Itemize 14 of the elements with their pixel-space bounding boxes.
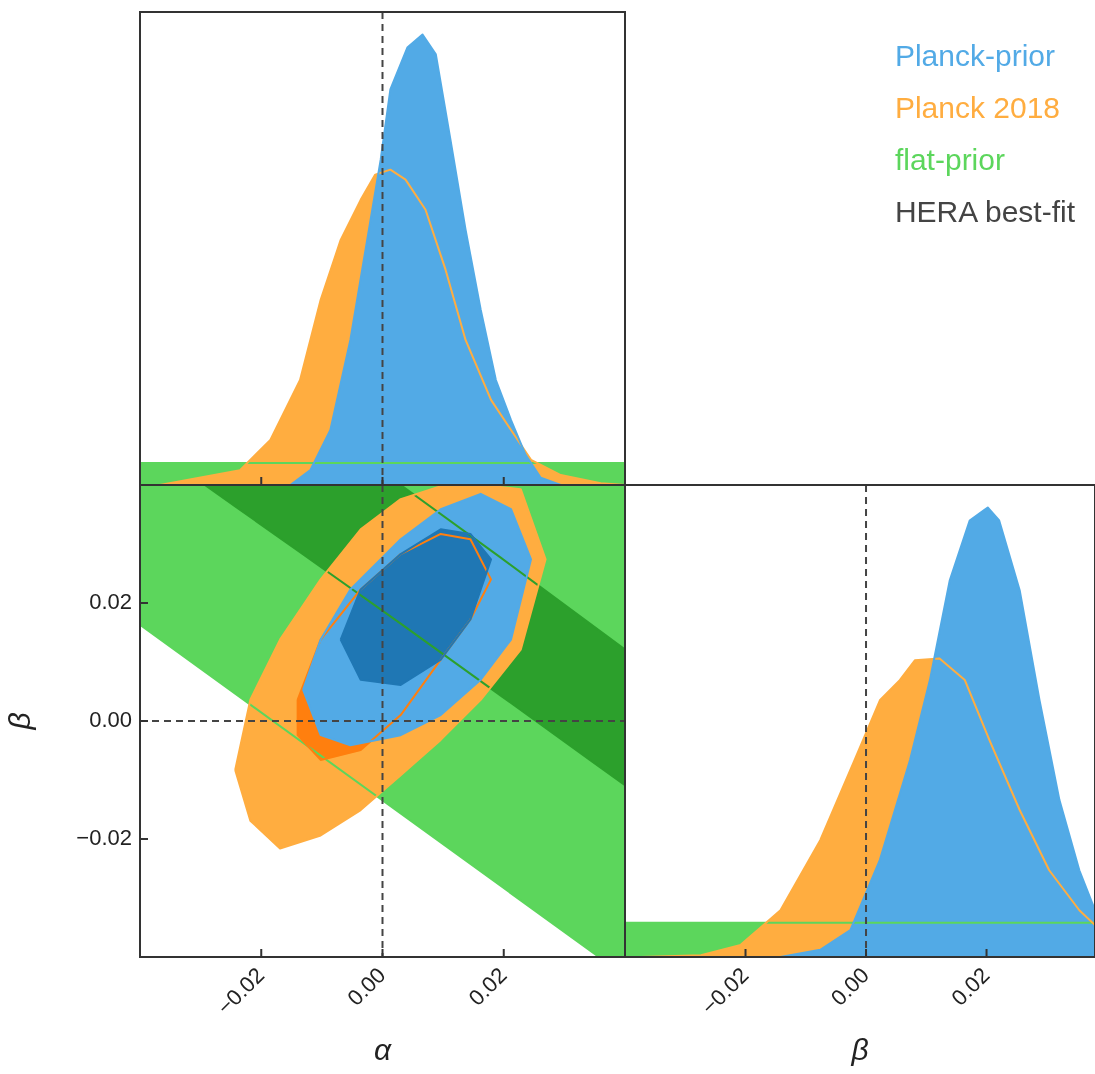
- text: flat-prior: [894, 142, 1006, 178]
- text: Planck-prior: [894, 38, 1056, 74]
- y-tick-label: 0.00: [89, 707, 132, 733]
- y-axis-title: β: [3, 712, 37, 731]
- y-tick-label: 0.02: [89, 589, 132, 615]
- x-axis-title: α: [373, 1033, 392, 1067]
- x-tick-label: 0.02: [463, 962, 512, 1011]
- y-tick-label: −0.02: [76, 825, 132, 851]
- x-tick-label: 0.02: [946, 962, 995, 1011]
- x-tick-label: 0.00: [342, 962, 391, 1011]
- x-axis-title: β: [850, 1033, 869, 1067]
- text: Planck 2018: [894, 90, 1062, 126]
- ref-line-label: HERA best-fit: [894, 194, 1075, 230]
- x-tick-label: 0.00: [825, 962, 874, 1011]
